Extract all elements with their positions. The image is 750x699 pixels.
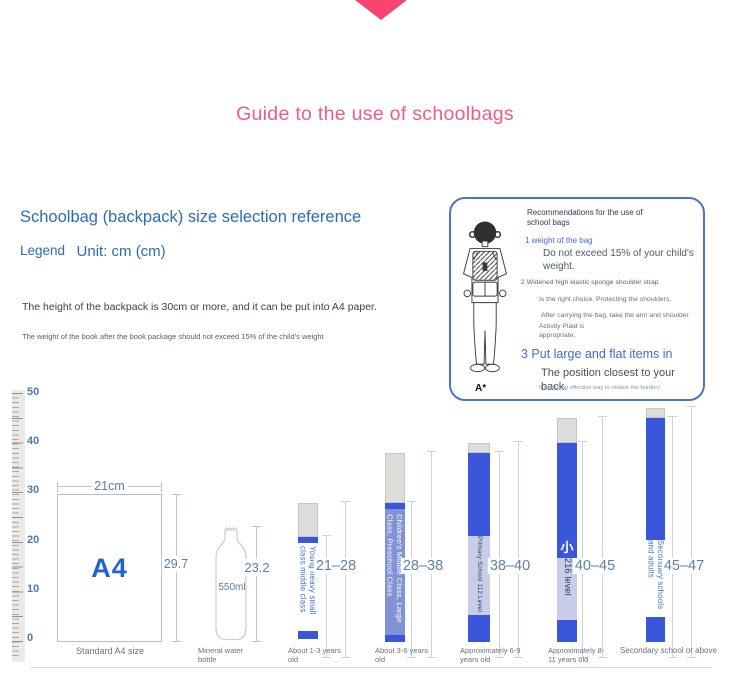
bottle-volume-label: 550ml	[218, 582, 246, 593]
dimension-line-min	[578, 440, 587, 658]
bar-secondary-school: Secondary schools and adults	[646, 407, 665, 642]
dimension-line-max	[341, 500, 350, 658]
bar-gray-cap	[298, 502, 318, 538]
tick-40: 40	[27, 435, 40, 448]
bar-label: Children's Middle Class, Large Class, Pr…	[385, 513, 405, 623]
bar-age-8-11: 小 216 level	[557, 417, 577, 642]
panel-item3-note: It is also an effective way to reduce th…	[539, 385, 661, 391]
bar-label: 216 level	[562, 558, 573, 596]
tick-20: 20	[27, 533, 40, 546]
a4-width-label: 21cm	[91, 479, 128, 493]
panel-item2-line1: Is the right choice. Protecting the shou…	[539, 296, 672, 303]
section-heading: Schoolbag (backpack) size selection refe…	[20, 208, 362, 226]
bar-bottom-band	[385, 635, 405, 642]
child-with-backpack-illustration	[462, 221, 508, 373]
bar-gray-cap	[468, 442, 490, 453]
dimension-line-min	[495, 450, 504, 658]
tick-30: 30	[27, 484, 40, 497]
range-label: 38–40	[487, 558, 533, 574]
bar-gray-cap	[557, 417, 577, 443]
y-axis-tick-labels: 50 40 30 20 10 0	[27, 386, 45, 644]
bar-label: Primary School 112 Level	[475, 536, 483, 613]
tick-0: 0	[27, 631, 34, 644]
water-bottle	[214, 526, 248, 642]
a4-label: A4	[91, 552, 128, 583]
legend-label: Legend	[20, 243, 66, 258]
x-axis-line	[30, 667, 712, 668]
page-title: Guide to the use of schoolbags	[236, 103, 514, 125]
dimension-line-max	[598, 415, 607, 658]
bar-age-1-3: Young heavy small class middle class	[298, 502, 318, 642]
a4-paper: A4	[57, 494, 162, 642]
bar-text-band: 216 level	[557, 558, 577, 620]
unit-label: Unit: cm (cm)	[76, 243, 166, 260]
bar-label-prefix: 小	[560, 540, 574, 555]
panel-item1-title: 1 weight of the bag	[525, 236, 593, 245]
recommendations-panel: A* Recommendations for the use of school…	[449, 197, 705, 401]
tick-10: 10	[27, 582, 40, 595]
bottle-height-label: 23.2	[242, 559, 272, 576]
dimension-line-min	[322, 535, 331, 658]
panel-item2-title: 2 Widened high elastic sponge shoulder s…	[521, 279, 659, 286]
bar-text-band: Primary School 112 Level	[468, 536, 490, 615]
bar-body: Primary School 112 Level	[468, 452, 490, 642]
figure-label: A*	[475, 383, 487, 394]
bar-body: Young heavy small class middle class	[298, 537, 318, 642]
bar-label: Young heavy small class middle class	[298, 546, 318, 615]
bar-body: Children's Middle Class, Large Class, Pr…	[385, 502, 405, 642]
range-label: 40–45	[572, 558, 618, 574]
bar-caption: Secondary school or above	[620, 646, 717, 655]
panel-title: Recommendations for the use of school ba…	[527, 208, 643, 228]
panel-item1-body: Do not exceed 15% of your child's weight…	[543, 248, 694, 272]
tick-50: 50	[27, 386, 40, 398]
bottle-caption: Mineral water bottle	[198, 646, 244, 665]
intro-note-weight: The weight of the book after the book pa…	[22, 332, 324, 341]
bar-body: Secondary schools and adults	[646, 417, 665, 642]
panel-item2-line2: After carrying the bag, take the arm and…	[541, 312, 689, 319]
dimension-line-max	[427, 450, 436, 658]
a4-height-label: 29.7	[161, 556, 191, 572]
bottle-height-dimension	[252, 526, 261, 642]
bar-age-3-6: Children's Middle Class, Large Class, Pr…	[385, 452, 405, 642]
ruler-strip	[12, 390, 25, 662]
bar-text-band: Secondary schools and adults	[646, 540, 665, 617]
a4-caption: Standard A4 size	[75, 646, 145, 656]
legend-row: Legend Unit: cm (cm)	[20, 243, 166, 261]
intro-note-height: The height of the backpack is 30cm or mo…	[22, 301, 377, 313]
bar-gray-cap	[385, 452, 405, 503]
bar-caption: Approximately 8-11 years old	[548, 646, 605, 665]
bar-age-6-9: Primary School 112 Level	[468, 442, 490, 642]
a4-width-dimension: 21cm	[57, 479, 162, 493]
panel-item3-title: 3 Put large and flat items in	[521, 347, 673, 361]
bar-caption: About 1-3 years old	[288, 646, 341, 665]
range-label: 28–38	[400, 558, 446, 574]
dimension-line-min	[668, 415, 677, 658]
dimension-line-max	[687, 405, 696, 658]
bar-label: Secondary schools and adults	[646, 540, 666, 610]
bar-caption: Approximately 6-9 years old	[460, 646, 521, 665]
panel-item2-line3: Activity Plaid is appropriate,	[539, 323, 585, 339]
panel-item3-body: The position closest to your back.	[541, 367, 675, 394]
range-label: 21–28	[313, 558, 359, 574]
pink-triangle-decoration	[355, 0, 407, 20]
bar-caption: About 3-6 years old	[375, 646, 428, 665]
dimension-line-max	[514, 440, 523, 658]
dimension-line-min	[407, 500, 416, 658]
bar-gray-cap	[646, 407, 665, 418]
range-label: 45–47	[661, 558, 707, 574]
size-chart: 50 40 30 20 10 0 A4 21cm 29.7 Standard A…	[0, 386, 750, 668]
bar-body: 小 216 level	[557, 442, 577, 642]
bar-bottom-band	[298, 631, 318, 639]
